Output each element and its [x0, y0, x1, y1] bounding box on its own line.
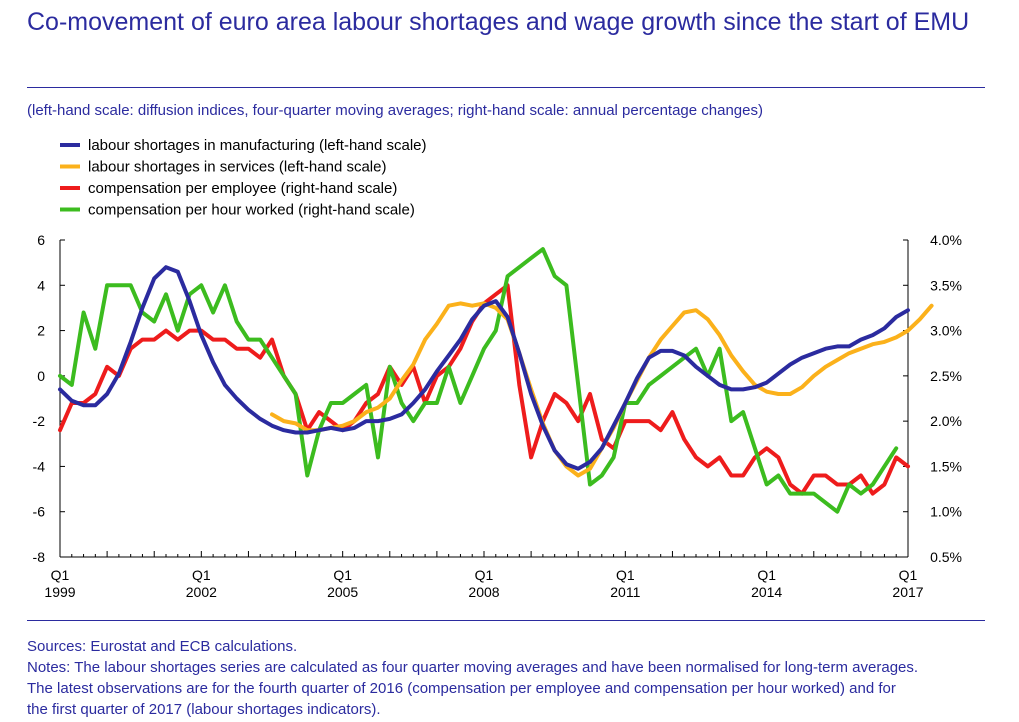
legend-label: compensation per hour worked (right-hand…	[88, 202, 415, 219]
x-axis-tick-label-quarter: Q1	[475, 567, 494, 583]
right-axis-tick-label: 1.0%	[930, 504, 962, 520]
x-axis-tick-label-quarter: Q1	[757, 567, 776, 583]
legend-label: labour shortages in services (left-hand …	[88, 159, 386, 176]
notes-text-line-1: Notes: The labour shortages series are c…	[27, 659, 919, 676]
right-axis-tick-label: 0.5%	[930, 549, 962, 565]
left-axis-tick-label: -8	[33, 549, 46, 565]
notes-text-line-3: the first quarter of 2017 (labour shorta…	[27, 701, 381, 718]
notes-text-line-2: The latest observations are for the four…	[27, 680, 896, 697]
x-axis-tick-label-quarter: Q1	[51, 567, 70, 583]
left-axis-tick-label: 2	[37, 323, 45, 339]
right-axis-tick-label: 1.5%	[930, 458, 962, 474]
legend-label: compensation per employee (right-hand sc…	[88, 180, 397, 197]
right-axis-tick-label: 4.0%	[930, 232, 962, 248]
x-axis-tick-label-year: 2005	[327, 584, 358, 600]
chart-title: Co-movement of euro area labour shortage…	[27, 8, 970, 36]
right-axis-tick-label: 2.5%	[930, 368, 962, 384]
series-line-4	[58, 247, 899, 514]
left-axis-tick-label: -2	[33, 413, 46, 429]
legend-label: labour shortages in manufacturing (left-…	[88, 137, 427, 154]
x-axis-tick-label-year: 2008	[468, 584, 499, 600]
chart-legend: labour shortages in manufacturing (left-…	[60, 137, 427, 219]
title-divider	[27, 87, 985, 88]
sources-text: Sources: Eurostat and ECB calculations.	[27, 638, 298, 655]
left-axis-tick-label: 0	[37, 368, 45, 384]
x-axis-tick-label-year: 2011	[610, 584, 640, 600]
chart-subtitle: (left-hand scale: diffusion indices, fou…	[27, 102, 763, 119]
x-axis-tick-label-year: 2017	[892, 584, 923, 600]
series-line-3	[58, 283, 910, 496]
left-axis-tick-label: 4	[37, 277, 45, 293]
footer-divider	[27, 620, 985, 621]
x-axis-tick-label-year: 1999	[44, 584, 75, 600]
plot-area: 6 4 2 0 -2 -4 -6 -8 4.0% 3.5% 3.0% 2.5% 2.0% 1.5% 1.0%…	[33, 232, 962, 600]
x-axis-tick-label-quarter: Q1	[616, 567, 635, 583]
right-axis-tick-label: 2.0%	[930, 413, 962, 429]
x-axis-tick-label-year: 2002	[186, 584, 217, 600]
left-axis-tick-label: -6	[33, 504, 46, 520]
x-axis-tick-label-quarter: Q1	[899, 567, 918, 583]
x-axis-tick-label-year: 2014	[751, 584, 782, 600]
x-axis-tick-label-quarter: Q1	[192, 567, 211, 583]
right-axis-tick-label: 3.0%	[930, 323, 962, 339]
x-axis-tick-label-quarter: Q1	[333, 567, 352, 583]
footer-notes: Sources: Eurostat and ECB calculations. …	[27, 636, 997, 720]
left-axis-tick-label: -4	[33, 458, 46, 474]
left-axis-tick-label: 6	[37, 232, 45, 248]
right-axis-tick-label: 3.5%	[930, 277, 962, 293]
series-line-1	[58, 265, 910, 471]
